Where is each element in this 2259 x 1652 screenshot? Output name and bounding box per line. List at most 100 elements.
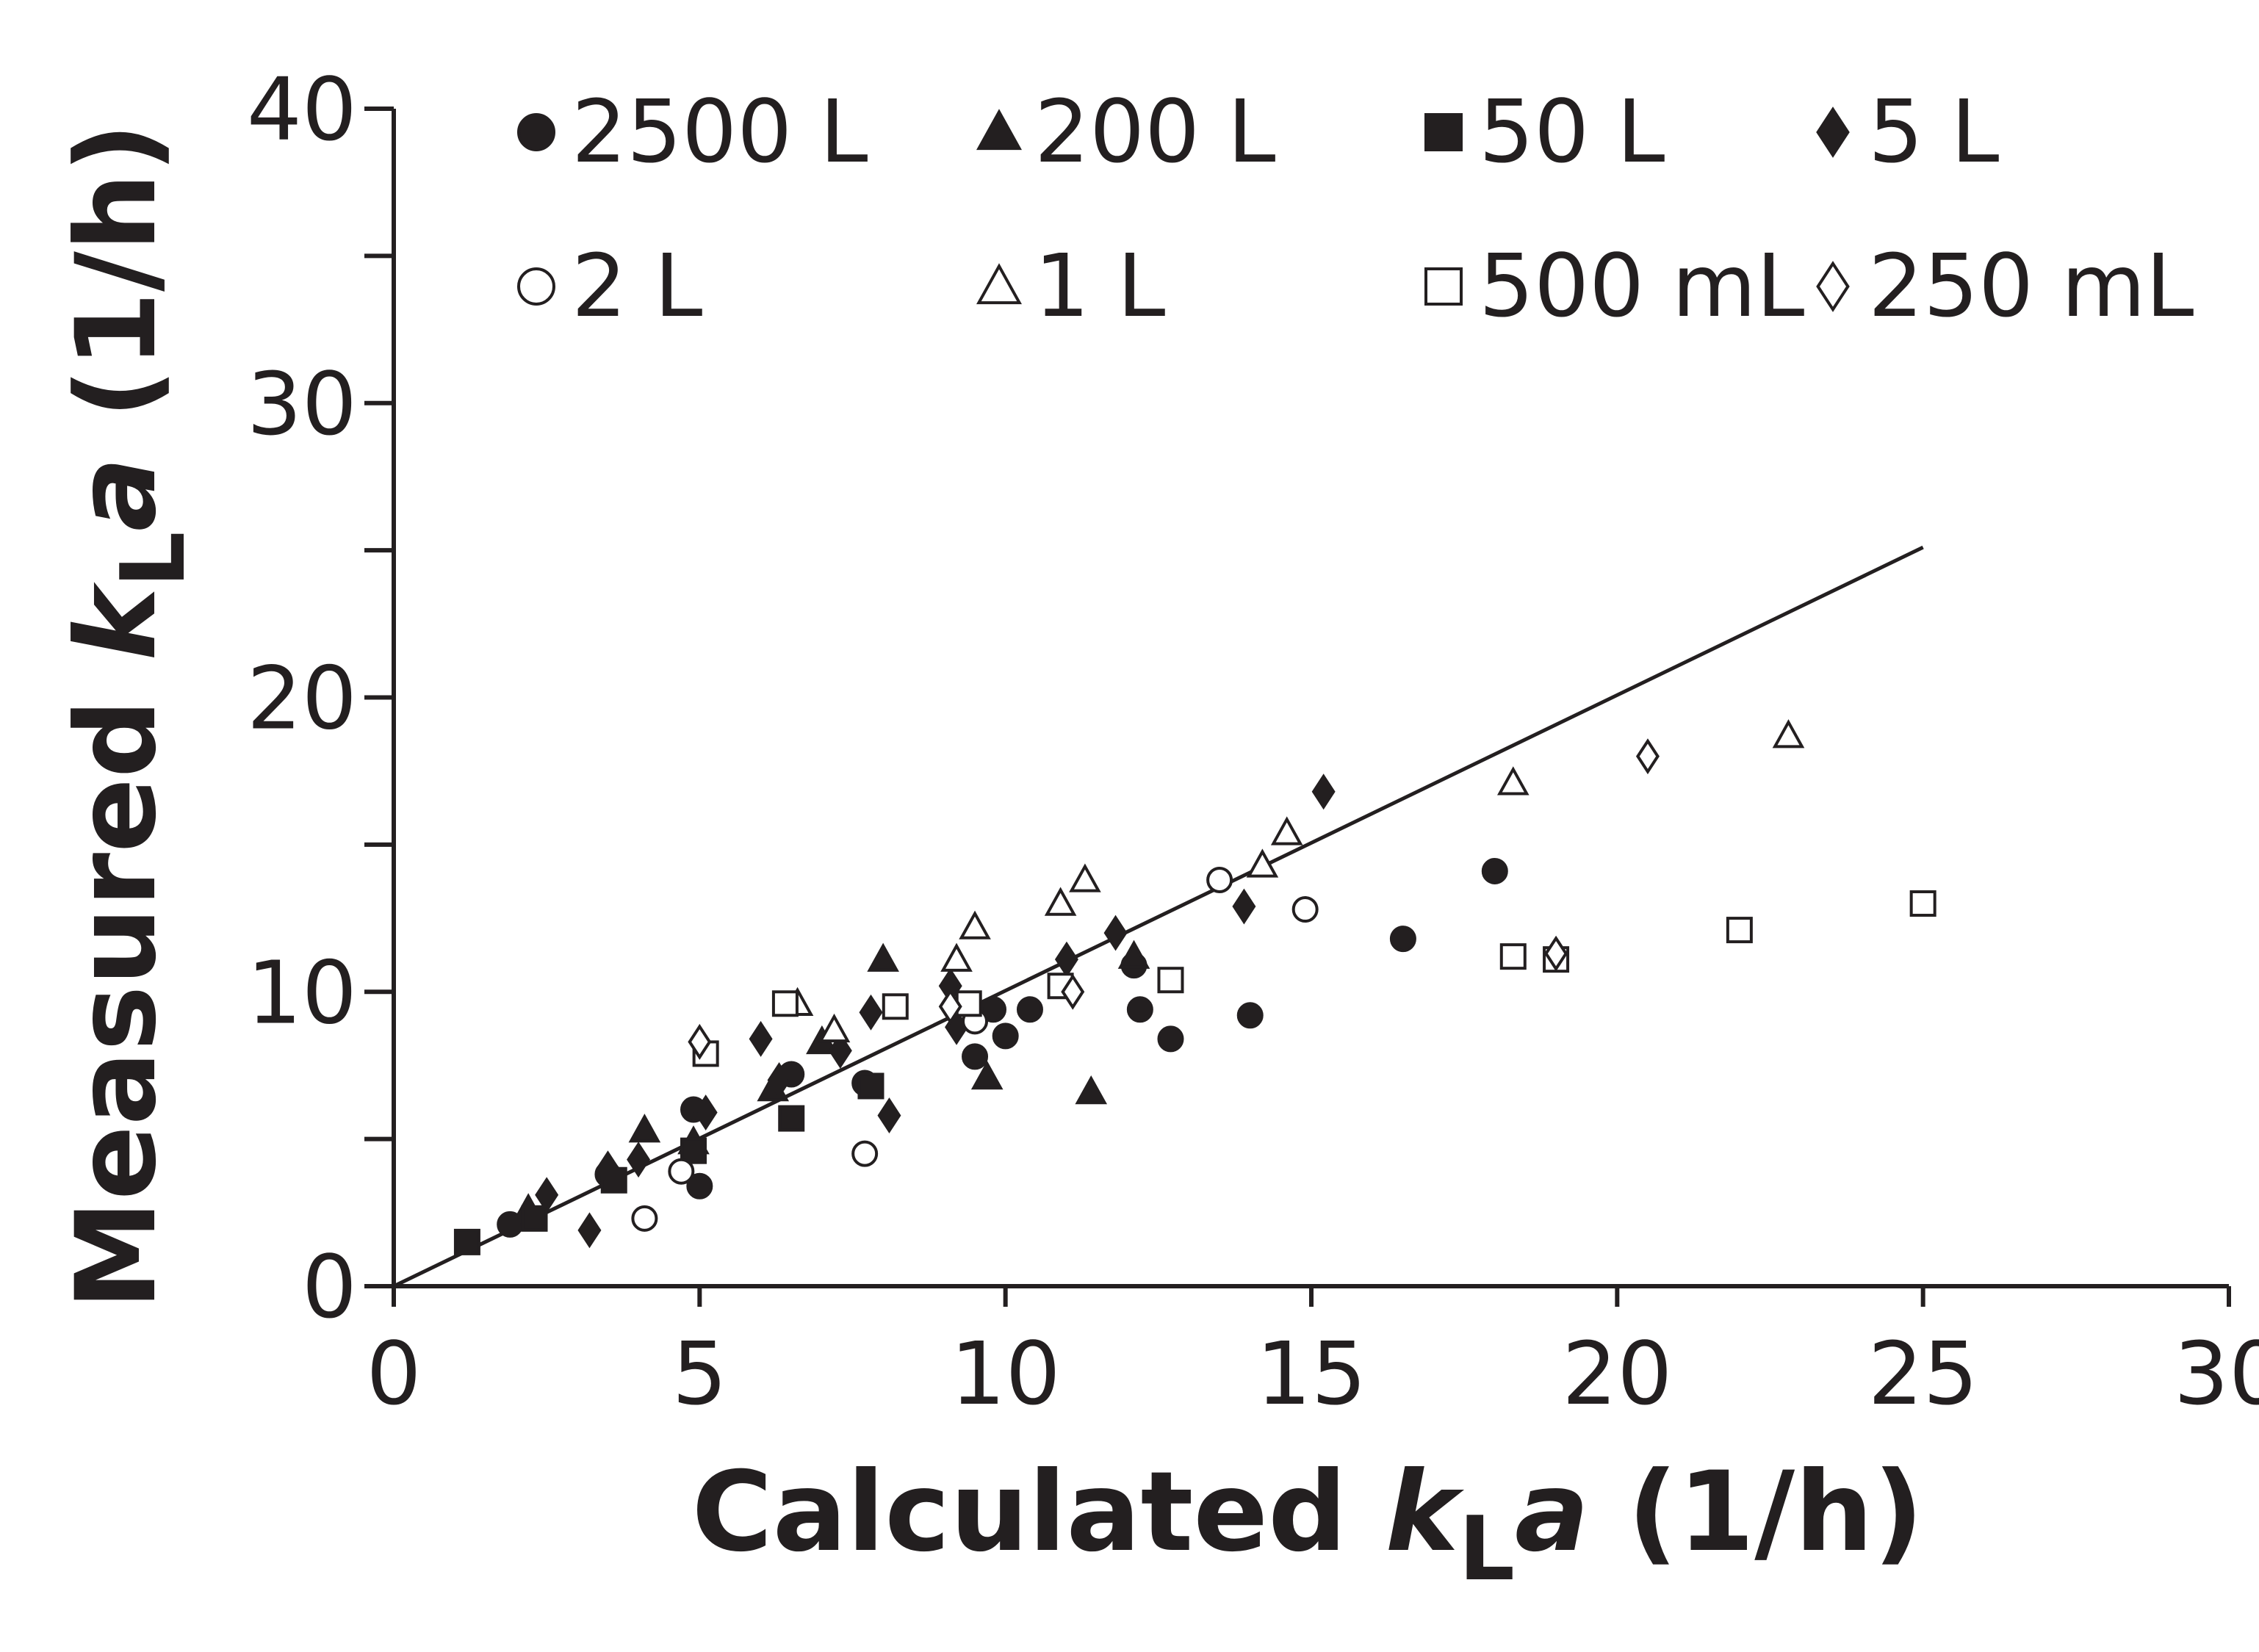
- fit-line: [392, 545, 1924, 1288]
- point-1-l: [818, 1013, 851, 1043]
- axes: 0 10 20 30 40 0 5 10 15 20 25 30: [247, 59, 2259, 1424]
- x-tick-label: 20: [1562, 1323, 1672, 1424]
- point-2500-l: [962, 1043, 989, 1070]
- legend-marker-2-l: [517, 267, 555, 306]
- legend-label-1-l: 1 L: [1034, 235, 1166, 336]
- data-points: [453, 719, 1936, 1255]
- point-2500-l: [1236, 1002, 1264, 1029]
- point-2-l: [1291, 896, 1319, 923]
- point-5-l: [877, 1097, 901, 1134]
- point-5-l: [1232, 888, 1256, 925]
- point-500-ml: [1499, 943, 1527, 970]
- point-1-l: [1270, 816, 1303, 845]
- point-500-ml: [771, 990, 799, 1017]
- x-tick-label: 0: [366, 1323, 421, 1424]
- point-50-l: [857, 1072, 884, 1100]
- legend-label-200-l: 200 L: [1034, 81, 1276, 182]
- y-axis-title-k: k: [53, 582, 181, 661]
- point-5-l: [627, 1141, 651, 1178]
- legend-label-5-l: 5 L: [1868, 81, 2000, 182]
- point-50-l: [521, 1205, 548, 1232]
- point-2-l: [668, 1158, 695, 1185]
- point-1-l: [1246, 848, 1279, 878]
- point-5-l: [1054, 941, 1078, 978]
- point-1-l: [940, 942, 973, 972]
- legend-label-2-l: 2 L: [572, 235, 703, 336]
- point-500-ml: [1726, 917, 1753, 944]
- point-1-l: [1044, 887, 1077, 916]
- y-tick-label: 30: [247, 353, 357, 455]
- x-axis-title-k: k: [1386, 1449, 1465, 1576]
- point-500-ml: [1909, 890, 1936, 917]
- legend-marker-5-l: [1816, 107, 1850, 158]
- point-1-l: [1496, 766, 1530, 796]
- point-250-ml: [1544, 935, 1568, 972]
- x-axis-title-prefix: Calculated: [692, 1449, 1386, 1576]
- legend-marker-200-l: [976, 109, 1022, 151]
- y-tick-label: 0: [302, 1236, 357, 1338]
- y-tick-label: 10: [247, 942, 357, 1043]
- point-2-l: [631, 1205, 658, 1232]
- y-tick-label: 20: [247, 648, 357, 749]
- x-tick-label: 10: [951, 1323, 1061, 1424]
- point-500-ml: [882, 993, 909, 1020]
- point-2500-l: [1389, 926, 1416, 953]
- point-2500-l: [1126, 996, 1153, 1023]
- point-5-l: [577, 1212, 602, 1249]
- point-50-l: [778, 1105, 805, 1132]
- point-250-ml: [938, 988, 962, 1025]
- point-5-l: [1311, 773, 1336, 810]
- point-2500-l: [1157, 1025, 1184, 1053]
- point-250-ml: [688, 1023, 712, 1060]
- point-250-ml: [1635, 738, 1660, 775]
- point-2500-l: [1016, 996, 1043, 1023]
- x-tick-label: 30: [2174, 1323, 2259, 1424]
- point-2-l: [851, 1140, 879, 1167]
- point-5-l: [535, 1177, 559, 1213]
- legend-marker-1-l: [976, 263, 1022, 305]
- legend-label-250-ml: 250 mL: [1868, 235, 2194, 336]
- y-axis-title-suffix: (1/h): [53, 123, 181, 457]
- x-tick-label: 5: [672, 1323, 727, 1424]
- x-axis-title-suffix: (1/h): [1589, 1449, 1923, 1576]
- point-200-l: [1117, 939, 1150, 969]
- y-axis-title-subscript: L: [103, 531, 205, 587]
- legend-marker-250-ml: [1816, 261, 1850, 312]
- point-1-l: [1069, 863, 1101, 892]
- point-1-l: [1772, 719, 1805, 749]
- point-500-ml: [1157, 967, 1184, 994]
- legend-label-500-ml: 500 mL: [1479, 235, 1805, 336]
- legend-marker-2500-l: [517, 113, 555, 151]
- x-tick-label: 15: [1256, 1323, 1366, 1424]
- point-500-ml: [955, 990, 982, 1017]
- point-50-l: [453, 1228, 480, 1255]
- y-axis-title: Measured kLa (1/h): [53, 123, 205, 1310]
- x-tick-label: 25: [1868, 1323, 1978, 1424]
- legend-marker-50-l: [1424, 113, 1463, 151]
- point-5-l: [596, 1150, 620, 1187]
- point-200-l: [970, 1060, 1004, 1090]
- point-1-l: [959, 910, 991, 939]
- legend-label-2500-l: 2500 L: [572, 81, 868, 182]
- point-200-l: [1075, 1075, 1108, 1105]
- y-tick-label: 40: [247, 59, 357, 160]
- point-250-ml: [1061, 973, 1085, 1010]
- legend-marker-500-ml: [1424, 267, 1463, 306]
- point-50-l: [680, 1137, 707, 1164]
- point-2-l: [1206, 866, 1233, 893]
- point-200-l: [628, 1114, 661, 1143]
- point-5-l: [693, 1094, 718, 1131]
- fit-line-group: [392, 545, 1924, 1288]
- legend-label-50-l: 50 L: [1479, 81, 1665, 182]
- point-2500-l: [686, 1172, 713, 1200]
- point-5-l: [828, 1032, 852, 1069]
- point-5-l: [859, 994, 883, 1031]
- y-axis-title-a: a: [53, 457, 181, 531]
- x-axis-title-a: a: [1515, 1449, 1589, 1576]
- legend: 2500 L 200 L 50 L 5 L 2 L 1 L 500 mL 250 mL: [517, 81, 2194, 336]
- point-2500-l: [1481, 857, 1508, 884]
- point-200-l: [867, 942, 899, 972]
- point-5-l: [749, 1020, 773, 1057]
- point-5-l: [767, 1062, 791, 1098]
